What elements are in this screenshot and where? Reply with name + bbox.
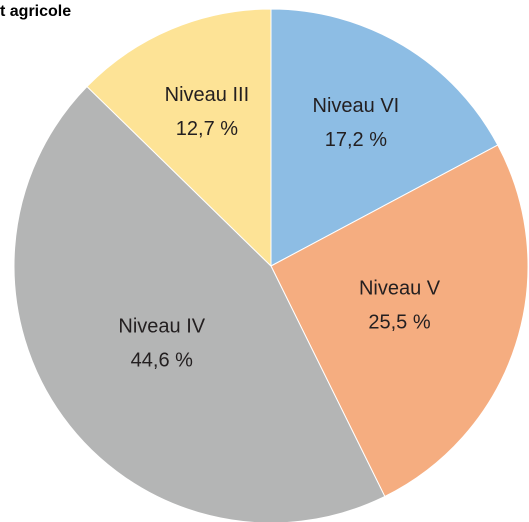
- pie-slice: [86, 8, 272, 268]
- slice-label: Niveau IV: [118, 316, 205, 338]
- pie-slice: [13, 85, 386, 522]
- slice-value-label: 17,2 %: [325, 129, 387, 151]
- slice-value-label: 12,7 %: [176, 118, 238, 140]
- pie-slice: [270, 8, 499, 267]
- slice-label: Niveau III: [165, 84, 249, 106]
- slice-value-label: 25,5 %: [368, 312, 430, 334]
- pie: Niveau VI 17,2 % Niveau V 25,5 % Niveau IV 44…: [13, 8, 529, 522]
- slice-label: Niveau V: [359, 278, 441, 300]
- slice-label: Niveau VI: [313, 95, 400, 117]
- pie-slice: [270, 144, 529, 498]
- slice-value-label: 44,6 %: [131, 350, 193, 372]
- chart-title: t agricole: [0, 3, 71, 20]
